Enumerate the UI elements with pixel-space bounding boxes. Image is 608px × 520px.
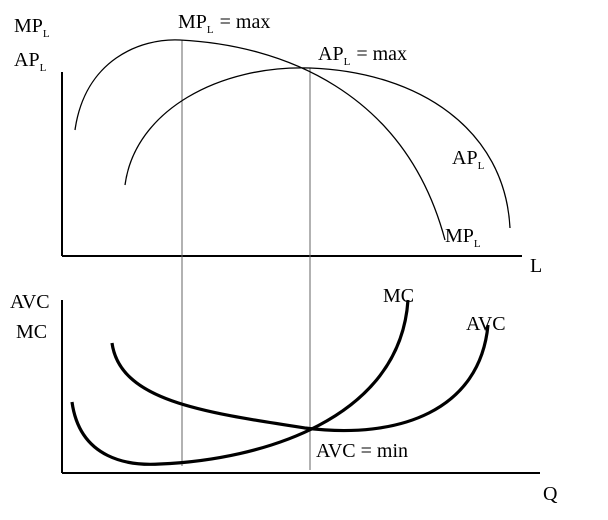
label-sub: L [344, 56, 351, 68]
curve-label: MPL [445, 225, 481, 250]
avc-curve [110, 324, 490, 433]
x-axis-label: Q [543, 483, 558, 505]
label-sub: L [474, 238, 481, 250]
label-main: AP [14, 49, 40, 71]
curve-label: AVC [466, 313, 506, 335]
label-main: MP [445, 225, 474, 247]
mp-curve [74, 39, 446, 241]
y-axis-label: MPL [14, 15, 50, 40]
label-sub: L [43, 28, 50, 40]
label-main: MP [178, 11, 207, 33]
annotation: MPL = max [178, 11, 270, 36]
x-axis-label: L [530, 255, 542, 277]
annotation: AVC = min [316, 440, 408, 462]
label-sub: L [207, 24, 214, 36]
curve-label: APL [452, 147, 485, 172]
label-main: AP [318, 43, 344, 65]
ap-curve [124, 67, 511, 229]
annotation: APL = max [318, 43, 407, 68]
label-main: MP [14, 15, 43, 37]
y-axis-label: APL [14, 49, 47, 74]
label-main: AP [452, 147, 478, 169]
y-axis-label: MC [16, 321, 47, 343]
label-rest: = max [356, 43, 407, 65]
curve-label: MC [383, 285, 414, 307]
mc-curve [70, 299, 410, 466]
label-rest: = max [220, 11, 271, 33]
label-sub: L [40, 62, 47, 74]
y-axis-label: AVC [10, 291, 50, 313]
label-sub: L [478, 160, 485, 172]
